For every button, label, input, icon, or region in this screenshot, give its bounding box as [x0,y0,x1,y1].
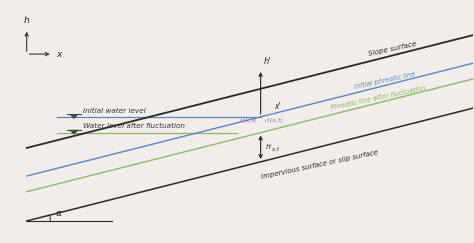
Text: α: α [56,208,62,217]
Text: Impervious surface or slip surface: Impervious surface or slip surface [261,149,378,180]
Text: x': x' [274,102,281,111]
Text: Initial water level: Initial water level [83,107,146,113]
Text: $h'_{x,t}$: $h'_{x,t}$ [265,142,282,153]
Text: u'(x,t): u'(x,t) [264,118,283,123]
Polygon shape [69,130,79,135]
Text: x: x [56,50,62,59]
Text: h: h [24,16,29,25]
Text: Phreatic line after fluctuation: Phreatic line after fluctuation [330,85,427,111]
Text: u(x,t): u(x,t) [239,118,257,123]
Polygon shape [69,114,79,119]
Text: h': h' [264,57,271,66]
Text: Water level after fluctuation: Water level after fluctuation [83,123,185,129]
Text: Initial phreatic line: Initial phreatic line [354,71,416,90]
Text: Slope surface: Slope surface [368,41,418,57]
